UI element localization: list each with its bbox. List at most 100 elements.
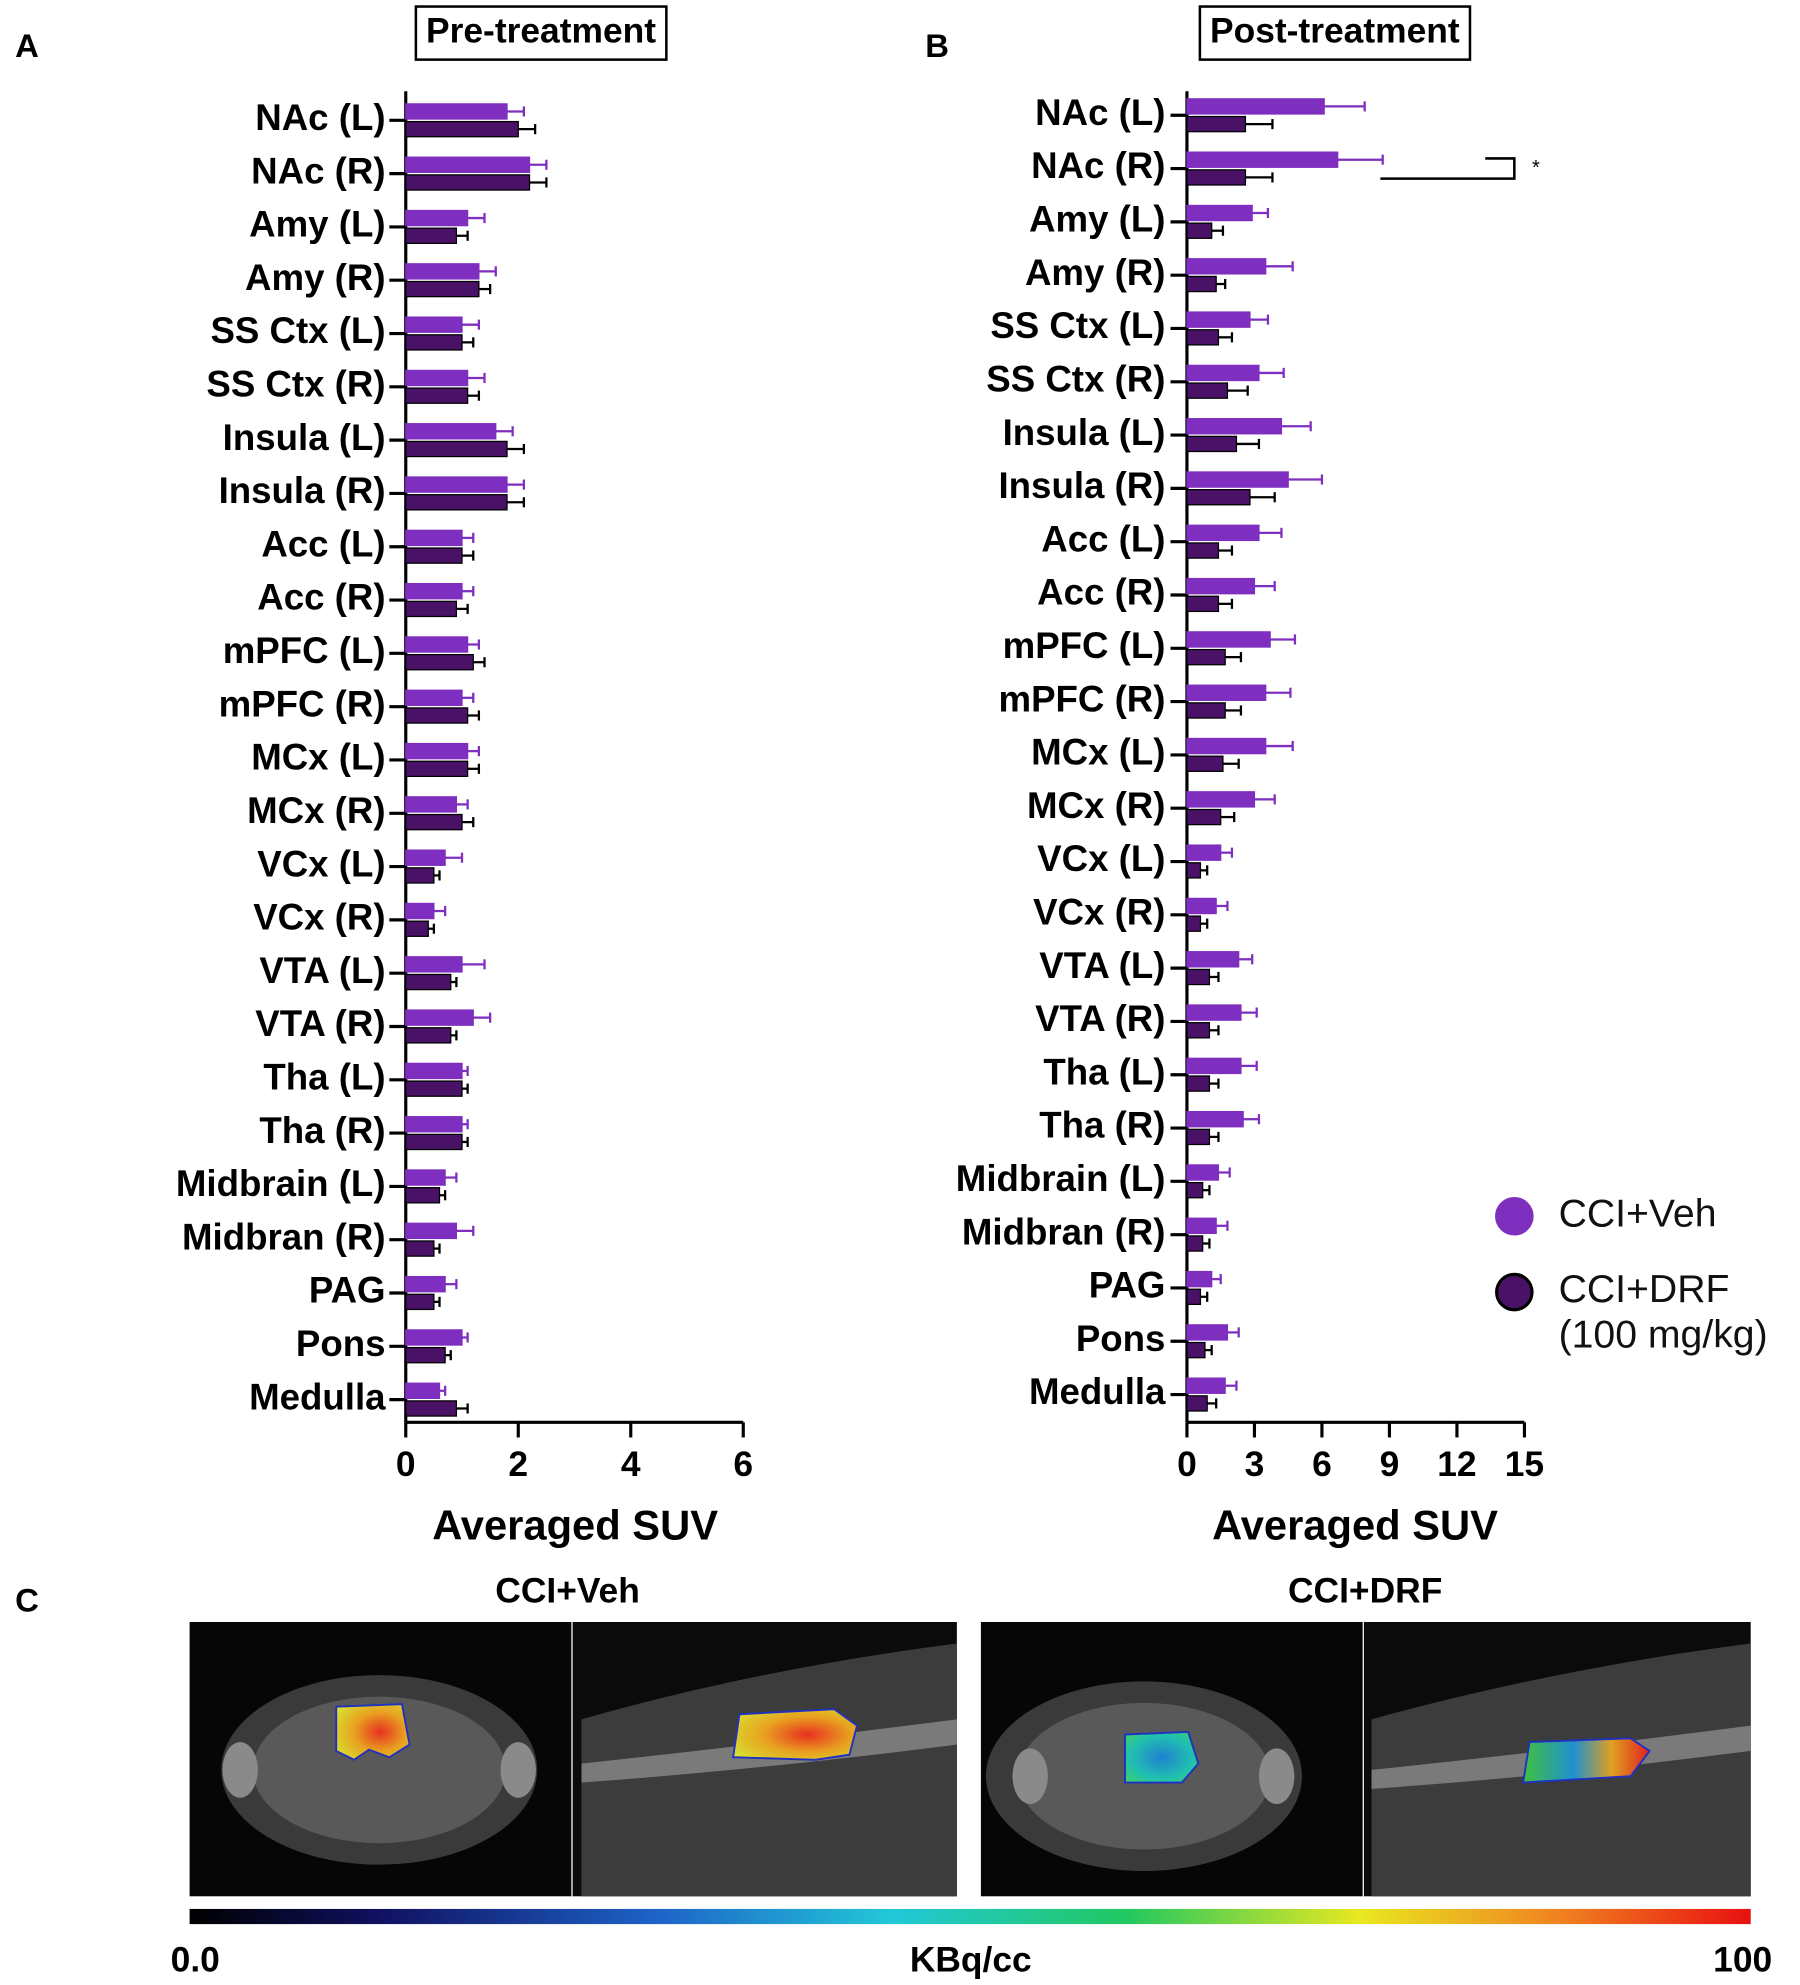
error-bar	[450, 1030, 458, 1041]
y-tick-label: VTA (L)	[1039, 945, 1165, 986]
bar	[405, 209, 469, 227]
error-bar	[1220, 847, 1234, 858]
error-bar	[1243, 1114, 1261, 1125]
error-bar	[445, 852, 464, 863]
bar	[1186, 897, 1217, 915]
chart-title: Post-treatment	[1210, 11, 1460, 50]
bar	[1186, 275, 1217, 293]
error-bar	[1252, 207, 1270, 219]
bar	[1186, 844, 1222, 861]
bar	[405, 742, 469, 760]
error-bar	[433, 870, 441, 881]
y-tick-label: VTA (R)	[1035, 998, 1165, 1039]
y-tick-label: SS Ctx (R)	[986, 358, 1165, 399]
image-title: CCI+Veh	[495, 1571, 640, 1610]
bar	[405, 973, 452, 991]
bar	[405, 547, 463, 564]
error-bar	[1211, 1274, 1222, 1285]
bar	[1186, 1395, 1208, 1412]
bar	[1186, 329, 1220, 346]
colorbar-min: 0.0	[171, 1940, 220, 1979]
error-bar	[1202, 1238, 1211, 1249]
error-bar	[467, 639, 481, 650]
y-tick-label: NAc (L)	[1035, 92, 1165, 133]
x-tick-label: 3	[1245, 1445, 1265, 1484]
y-tick-label: Amy (R)	[245, 257, 385, 298]
error-bar	[473, 657, 486, 668]
error-bar	[507, 497, 526, 508]
y-tick-label: Tha (L)	[1043, 1051, 1165, 1092]
error-bar	[1240, 1060, 1258, 1071]
bar	[1186, 1377, 1226, 1394]
x-tick-label: 12	[1437, 1445, 1476, 1484]
error-bar	[1209, 971, 1220, 983]
bracket	[1380, 157, 1516, 180]
bar	[1186, 951, 1240, 968]
y-tick-label: Midbran (R)	[962, 1211, 1166, 1252]
y-tick-label: Midbran (R)	[182, 1216, 386, 1257]
x-tick-label: 15	[1505, 1445, 1544, 1484]
y-tick-label: VCx (R)	[1033, 892, 1165, 933]
y-tick-label: PAG	[1089, 1265, 1166, 1306]
error-bar	[1265, 741, 1294, 752]
bar	[1186, 98, 1325, 115]
y-tick-label: Midbrain (L)	[956, 1158, 1166, 1199]
error-bar	[467, 763, 481, 774]
error-bar	[473, 1012, 492, 1023]
error-bar	[1209, 1078, 1220, 1089]
error-bar	[450, 976, 458, 988]
error-bar	[529, 159, 548, 170]
error-bar	[467, 372, 486, 384]
bar	[1186, 524, 1260, 542]
y-tick-label: mPFC (L)	[223, 630, 386, 671]
bar	[405, 156, 531, 173]
error-bar	[445, 1279, 458, 1290]
bar	[1186, 1128, 1211, 1146]
legend-label: CCI+Veh	[1558, 1190, 1717, 1236]
bar	[405, 316, 463, 333]
error-bar	[1216, 900, 1229, 912]
y-tick-label: Amy (L)	[1029, 199, 1165, 240]
error-bar	[1258, 367, 1285, 378]
bar	[1186, 577, 1256, 595]
error-bar	[1209, 1131, 1220, 1142]
y-tick-label: Amy (L)	[249, 204, 385, 245]
bar	[1186, 311, 1251, 328]
colorbar	[189, 1908, 1751, 1925]
error-bar	[467, 390, 481, 401]
error-bar	[433, 905, 447, 917]
legend-entry: CCI+DRF (100 mg/kg)	[1559, 1267, 1768, 1357]
error-bar	[1240, 1007, 1258, 1018]
error-bar	[478, 284, 492, 295]
bar	[405, 263, 480, 280]
error-bar	[433, 1296, 441, 1307]
error-bar	[456, 1225, 475, 1236]
y-tick-label: MCx (R)	[1027, 785, 1165, 826]
error-bar	[1249, 314, 1270, 325]
error-bar	[1281, 421, 1312, 432]
bar	[1186, 1235, 1204, 1252]
bar	[1186, 382, 1229, 399]
colorbar-max: 100	[1713, 1940, 1772, 1979]
y-tick-label: VTA (R)	[255, 1003, 385, 1044]
ct-images	[189, 1621, 1751, 1897]
error-bar	[1227, 1327, 1240, 1338]
error-bar	[1270, 634, 1297, 645]
bar	[405, 1116, 463, 1133]
error-bar	[1254, 794, 1276, 805]
bar	[405, 653, 474, 671]
error-bar	[462, 1083, 469, 1094]
bar	[1186, 542, 1220, 559]
title-box	[1198, 5, 1472, 61]
bar	[405, 902, 435, 920]
error-bar	[456, 799, 469, 810]
error-bar	[1227, 385, 1249, 396]
y-tick-label: PAG	[309, 1270, 386, 1311]
error-bar	[1249, 492, 1276, 503]
error-bar	[462, 337, 475, 348]
error-bar	[462, 692, 475, 703]
bar	[1186, 1004, 1242, 1021]
y-tick-label: mPFC (R)	[219, 683, 386, 724]
bar	[405, 423, 497, 440]
